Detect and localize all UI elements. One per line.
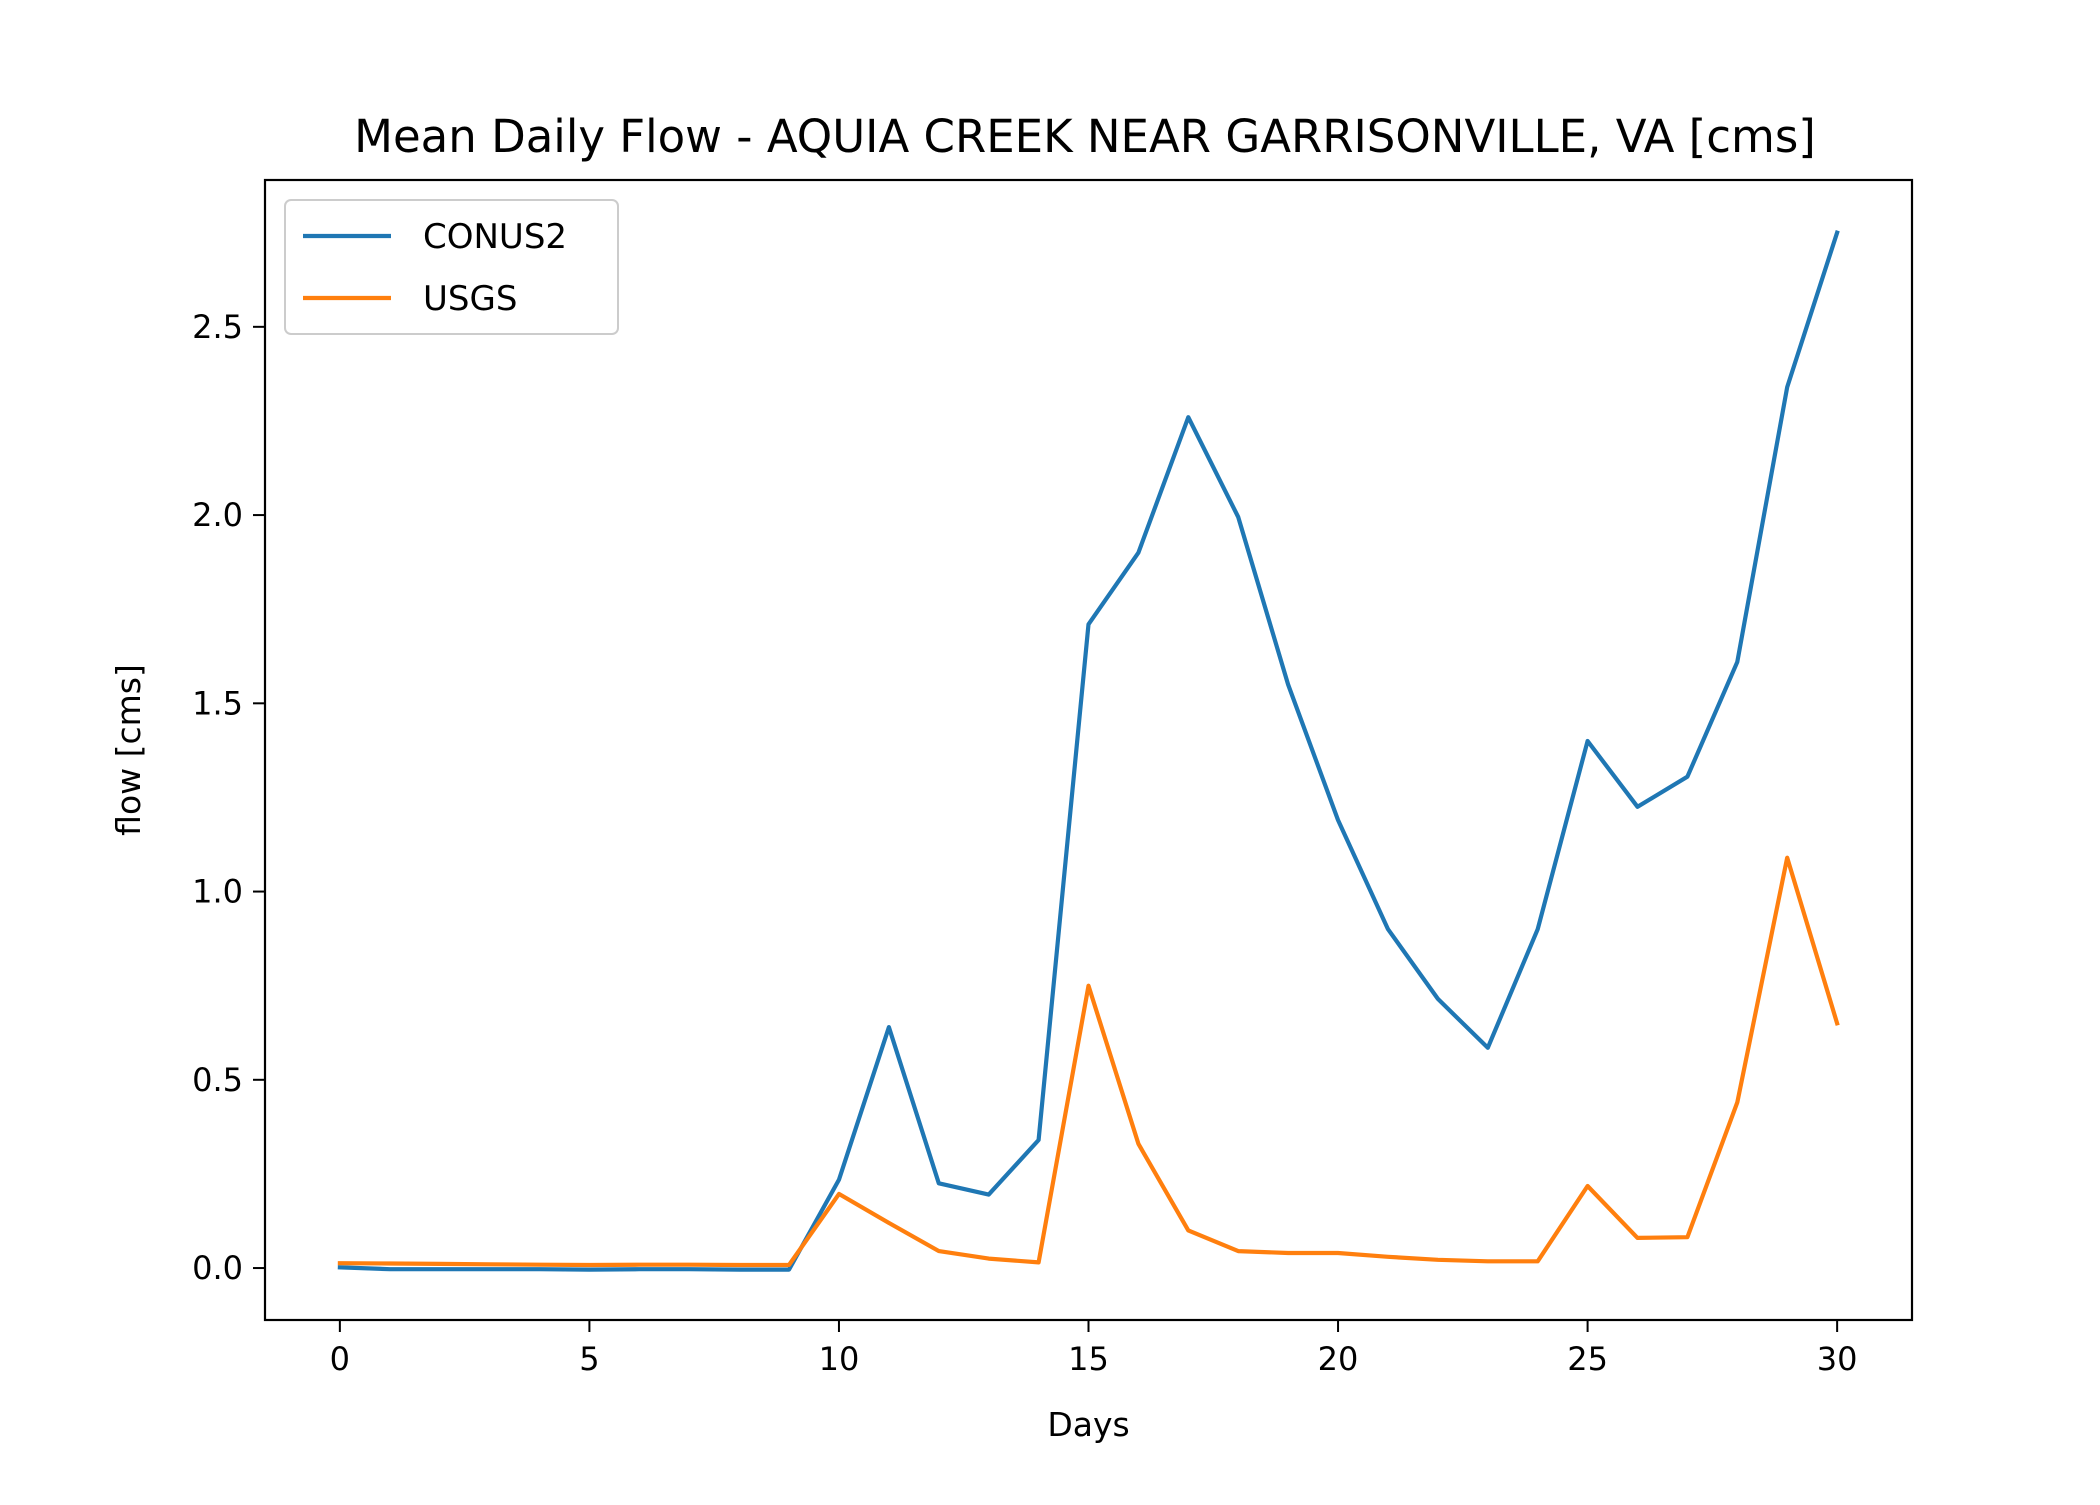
y-tick-label: 2.5 [192,308,243,346]
x-tick-label: 20 [1318,1340,1359,1378]
x-tick-label: 30 [1817,1340,1858,1378]
y-tick-label: 0.5 [192,1061,243,1099]
x-tick-label: 15 [1068,1340,1109,1378]
legend-box [284,199,619,335]
legend-label-usgs: USGS [423,279,517,319]
x-axis: 0 5 10 15 20 25 30 [330,1320,1858,1378]
x-tick-label: 10 [819,1340,860,1378]
y-tick-label: 1.5 [192,684,243,722]
plot-area [337,230,1840,1272]
x-tick-label: 0 [330,1340,350,1378]
series-line-usgs [337,855,1840,1268]
x-tick-label: 25 [1567,1340,1608,1378]
y-axis-label: flow [cms] [109,664,148,836]
y-axis: 0.0 0.5 1.0 1.5 2.0 2.5 [192,308,265,1287]
x-tick-label: 5 [579,1340,599,1378]
chart-title: Mean Daily Flow - AQUIA CREEK NEAR GARRI… [354,110,1816,163]
y-tick-label: 1.0 [192,873,243,911]
legend-label-conus2: CONUS2 [423,217,567,257]
y-tick-label: 2.0 [192,496,243,534]
y-tick-label: 0.0 [192,1249,243,1287]
legend: CONUS2 USGS [284,199,619,335]
series-line-conus2 [337,230,1840,1272]
x-axis-label: Days [1047,1405,1129,1444]
